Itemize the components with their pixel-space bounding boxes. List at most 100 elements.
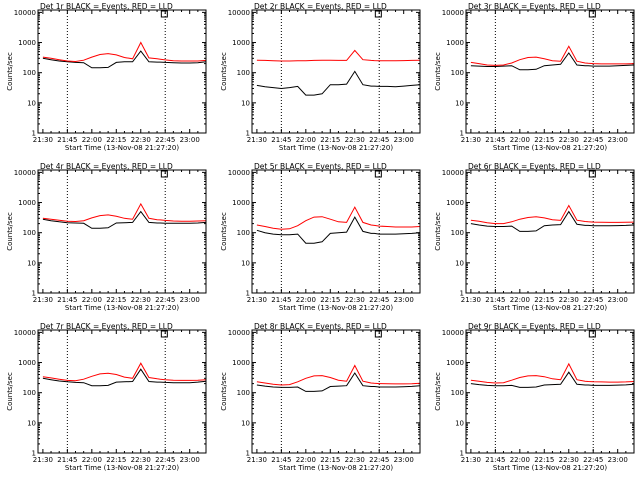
series-line-lld xyxy=(42,41,207,63)
x-tick-label: 22:30 xyxy=(131,136,151,144)
x-tick-label: 22:30 xyxy=(345,136,365,144)
x-tick-label: 22:00 xyxy=(510,136,530,144)
x-tick-label: 21:45 xyxy=(485,296,505,304)
x-tick-label: 22:00 xyxy=(82,136,102,144)
x-tick-label: 21:45 xyxy=(57,296,77,304)
x-tick-label: 22:00 xyxy=(510,456,530,464)
y-tick-label: 10 xyxy=(27,419,36,427)
time-marker-box xyxy=(588,170,596,178)
y-tick-label: 100 xyxy=(23,389,36,397)
panel-det-2r: Det 2r BLACK = Events, RED = LLD 1 10 100 10… xyxy=(220,2,421,152)
x-axis-label: Start Time (13-Nov-08 21:27:20) xyxy=(65,144,179,152)
x-tick-label: 22:15 xyxy=(106,136,126,144)
x-tick-label: 22:00 xyxy=(82,296,102,304)
x-tick-label: 22:45 xyxy=(369,296,389,304)
series-line-lld xyxy=(256,49,421,62)
x-tick-label: 23:00 xyxy=(394,136,414,144)
x-tick-label: 21:30 xyxy=(247,136,267,144)
x-tick-label: 22:45 xyxy=(583,136,603,144)
x-tick-label: 22:15 xyxy=(320,136,340,144)
series-line-events xyxy=(470,371,635,388)
y-tick-label: 10000 xyxy=(442,9,464,17)
y-tick-label: 100 xyxy=(237,229,250,237)
x-tick-label: 23:00 xyxy=(394,296,414,304)
panel-title: Det 4r BLACK = Events, RED = LLD xyxy=(40,162,173,171)
x-axis-label: Start Time (13-Nov-08 21:27:20) xyxy=(279,144,393,152)
x-tick-label: 22:45 xyxy=(369,136,389,144)
x-axis-label: Start Time (13-Nov-08 21:27:20) xyxy=(493,304,607,312)
x-tick-label: 23:00 xyxy=(608,296,628,304)
time-marker-box xyxy=(588,330,596,338)
x-tick-label: 22:15 xyxy=(534,456,554,464)
y-tick-label: 10000 xyxy=(14,329,36,337)
x-tick-label: 21:45 xyxy=(271,136,291,144)
x-tick-label: 21:30 xyxy=(461,456,481,464)
series-line-events xyxy=(470,52,635,71)
y-tick-label: 10 xyxy=(455,419,464,427)
series-line-events xyxy=(256,70,421,96)
x-tick-label: 22:45 xyxy=(155,456,175,464)
x-tick-label: 22:45 xyxy=(155,296,175,304)
panel-det-8r: Det 8r BLACK = Events, RED = LLD 1 10 100 10… xyxy=(220,322,421,472)
y-tick-label: 1000 xyxy=(232,199,250,207)
x-tick-label: 22:15 xyxy=(106,456,126,464)
series-line-events xyxy=(42,50,207,69)
y-tick-label: 10 xyxy=(27,99,36,107)
x-tick-label: 23:00 xyxy=(180,456,200,464)
plot-frame xyxy=(37,9,207,134)
y-tick-label: 10000 xyxy=(228,9,250,17)
y-tick-label: 100 xyxy=(237,69,250,77)
x-tick-label: 22:30 xyxy=(345,456,365,464)
x-tick-label: 22:30 xyxy=(345,296,365,304)
y-tick-label: 10000 xyxy=(14,9,36,17)
x-tick-label: 22:30 xyxy=(131,296,151,304)
time-marker-box xyxy=(160,170,168,178)
y-tick-label: 1 xyxy=(460,130,464,138)
y-tick-label: 1 xyxy=(32,450,36,458)
y-tick-label: 1000 xyxy=(446,39,464,47)
y-tick-label: 1 xyxy=(460,450,464,458)
y-tick-label: 100 xyxy=(237,389,250,397)
y-axis-label: Counts/sec xyxy=(220,52,228,91)
y-axis-label: Counts/sec xyxy=(220,212,228,251)
series-line-lld xyxy=(256,206,421,230)
x-tick-label: 22:45 xyxy=(583,296,603,304)
series-line-lld xyxy=(470,45,635,66)
x-axis-label: Start Time (13-Nov-08 21:27:20) xyxy=(279,464,393,472)
y-tick-label: 1000 xyxy=(18,39,36,47)
series-line-lld xyxy=(470,362,635,384)
y-axis-label: Counts/sec xyxy=(434,52,442,91)
panel-det-5r: Det 5r BLACK = Events, RED = LLD 1 10 100 10… xyxy=(220,162,421,312)
x-tick-label: 21:30 xyxy=(461,136,481,144)
panel-title: Det 2r BLACK = Events, RED = LLD xyxy=(254,2,387,11)
series-line-events xyxy=(42,210,207,229)
y-tick-label: 1 xyxy=(32,130,36,138)
series-line-events xyxy=(42,368,207,387)
panel-det-9r: Det 9r BLACK = Events, RED = LLD 1 10 100 10… xyxy=(434,322,635,472)
plot-frame xyxy=(251,329,421,454)
y-tick-label: 100 xyxy=(451,389,464,397)
panel-title: Det 5r BLACK = Events, RED = LLD xyxy=(254,162,387,171)
y-tick-label: 10 xyxy=(241,419,250,427)
x-tick-label: 23:00 xyxy=(608,456,628,464)
x-tick-label: 21:30 xyxy=(247,296,267,304)
y-tick-label: 100 xyxy=(451,229,464,237)
y-axis-label: Counts/sec xyxy=(434,212,442,251)
x-tick-label: 21:30 xyxy=(33,456,53,464)
y-tick-label: 10000 xyxy=(228,329,250,337)
x-axis-label: Start Time (13-Nov-08 21:27:20) xyxy=(65,464,179,472)
x-tick-label: 21:45 xyxy=(57,456,77,464)
x-tick-label: 22:30 xyxy=(559,456,579,464)
panel-title: Det 9r BLACK = Events, RED = LLD xyxy=(468,322,601,331)
time-marker-box xyxy=(588,10,596,18)
plot-frame xyxy=(465,9,635,134)
y-tick-label: 100 xyxy=(23,229,36,237)
y-tick-label: 10000 xyxy=(442,169,464,177)
x-axis-label: Start Time (13-Nov-08 21:27:20) xyxy=(279,304,393,312)
y-tick-label: 10 xyxy=(27,259,36,267)
time-marker-box xyxy=(160,330,168,338)
x-tick-label: 22:15 xyxy=(534,296,554,304)
x-tick-label: 21:30 xyxy=(33,296,53,304)
panel-det-4r: Det 4r BLACK = Events, RED = LLD 1 10 100 10… xyxy=(6,162,207,312)
x-tick-label: 22:15 xyxy=(320,296,340,304)
